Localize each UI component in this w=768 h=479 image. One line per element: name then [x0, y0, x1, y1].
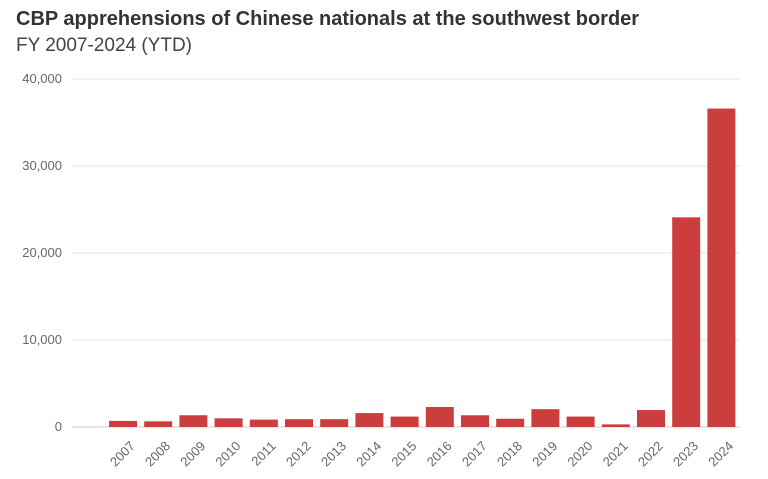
bar-2016 [425, 406, 454, 427]
bars [109, 108, 736, 427]
x-tick-label: 2017 [459, 438, 490, 469]
x-tick-label: 2020 [564, 438, 595, 469]
x-tick-label: 2015 [388, 438, 419, 469]
bar-2017 [461, 415, 489, 427]
x-tick-label: 2007 [107, 438, 138, 469]
x-tick-label: 2021 [600, 438, 631, 469]
bar-2009 [179, 415, 208, 427]
chart-subtitle: FY 2007-2024 (YTD) [16, 35, 193, 56]
bar-2020 [566, 416, 595, 427]
bar-2015 [390, 416, 419, 427]
x-tick-label: 2019 [529, 438, 560, 469]
x-tick-label: 2018 [494, 438, 525, 469]
x-tick-label: 2008 [142, 438, 173, 469]
x-tick-label: 2014 [353, 438, 384, 469]
bar-2019 [531, 409, 560, 427]
bar-2011 [249, 419, 278, 427]
x-tick-label: 2023 [670, 438, 701, 469]
gridlines [72, 78, 740, 428]
y-tick-label: 40,000 [22, 71, 62, 86]
bar-2014 [355, 413, 384, 427]
bar-2018 [496, 418, 525, 427]
x-tick-label: 2010 [212, 438, 243, 469]
bar-2021 [601, 424, 630, 427]
bar-2007 [109, 420, 137, 427]
x-tick-label: 2012 [283, 438, 314, 469]
x-axis-ticks: 2007 2008 2009 2010 2011 2012 2013 2014 2015 2016… [107, 438, 736, 469]
bar-2010 [214, 418, 243, 427]
bar-2013 [320, 419, 349, 427]
y-tick-label: 30,000 [22, 158, 62, 173]
x-tick-label: 2024 [705, 438, 736, 469]
x-tick-label: 2009 [177, 438, 208, 469]
y-tick-label: 0 [55, 419, 62, 434]
x-tick-label: 2016 [424, 438, 455, 469]
x-tick-label: 2011 [248, 438, 278, 468]
bar-2023 [672, 217, 701, 427]
bar-2024 [707, 108, 736, 427]
x-tick-label: 2013 [318, 438, 349, 469]
y-axis-ticks: 0 10,000 20,000 30,000 40,000 [22, 71, 62, 434]
chart-title: CBP apprehensions of Chinese nationals a… [16, 8, 640, 30]
y-tick-label: 20,000 [22, 245, 62, 260]
y-tick-label: 10,000 [22, 332, 62, 347]
bar-2008 [144, 421, 173, 427]
bar-2012 [285, 419, 313, 427]
x-tick-label: 2022 [635, 438, 666, 469]
bar-2022 [637, 410, 665, 427]
